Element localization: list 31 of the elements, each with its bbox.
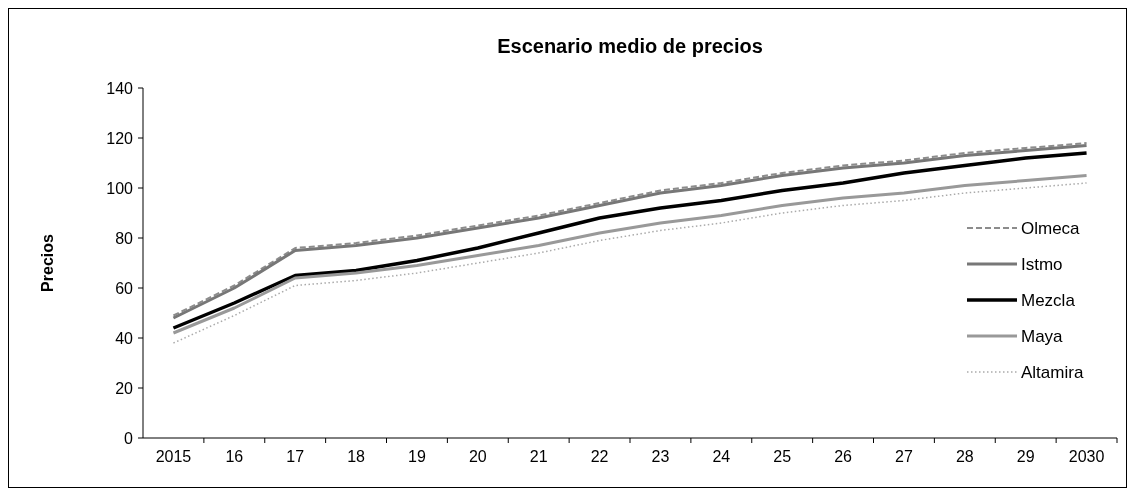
x-tick-label: 25 (773, 448, 792, 465)
x-tick-label: 23 (651, 448, 670, 465)
x-tick-label: 21 (529, 448, 548, 465)
y-tick-label: 60 (115, 279, 134, 297)
x-tick-label: 2030 (1068, 448, 1105, 465)
x-tick-label: 24 (712, 448, 731, 465)
chart-title: Escenario medio de precios (497, 35, 763, 57)
legend-label: Istmo (1021, 254, 1063, 274)
x-tick-label: 28 (955, 448, 974, 465)
x-tick-label: 20 (468, 448, 487, 465)
x-tick-label: 29 (1016, 448, 1035, 465)
x-tick-label: 16 (225, 448, 244, 465)
x-tick-label: 22 (590, 448, 609, 465)
x-tick-label: 26 (834, 448, 853, 465)
y-tick-label: 40 (115, 329, 134, 347)
y-tick-label: 0 (124, 429, 134, 447)
x-tick-label: 2015 (155, 448, 192, 465)
x-tick-label: 18 (347, 448, 366, 465)
x-tick-label: 27 (895, 448, 913, 465)
y-tick-label: 120 (106, 129, 134, 147)
y-tick-label: 100 (106, 179, 134, 197)
legend-label: Mezcla (1021, 290, 1076, 310)
legend-label: Olmeca (1021, 218, 1081, 238)
y-tick-label: 140 (106, 79, 134, 97)
x-tick-label: 17 (286, 448, 305, 465)
y-tick-label: 80 (115, 229, 134, 247)
x-tick-label: 19 (408, 448, 426, 465)
legend-label: Altamira (1021, 362, 1084, 382)
legend-label: Maya (1021, 326, 1064, 346)
y-axis-title: Precios (39, 233, 56, 292)
y-tick-label: 20 (115, 379, 134, 397)
